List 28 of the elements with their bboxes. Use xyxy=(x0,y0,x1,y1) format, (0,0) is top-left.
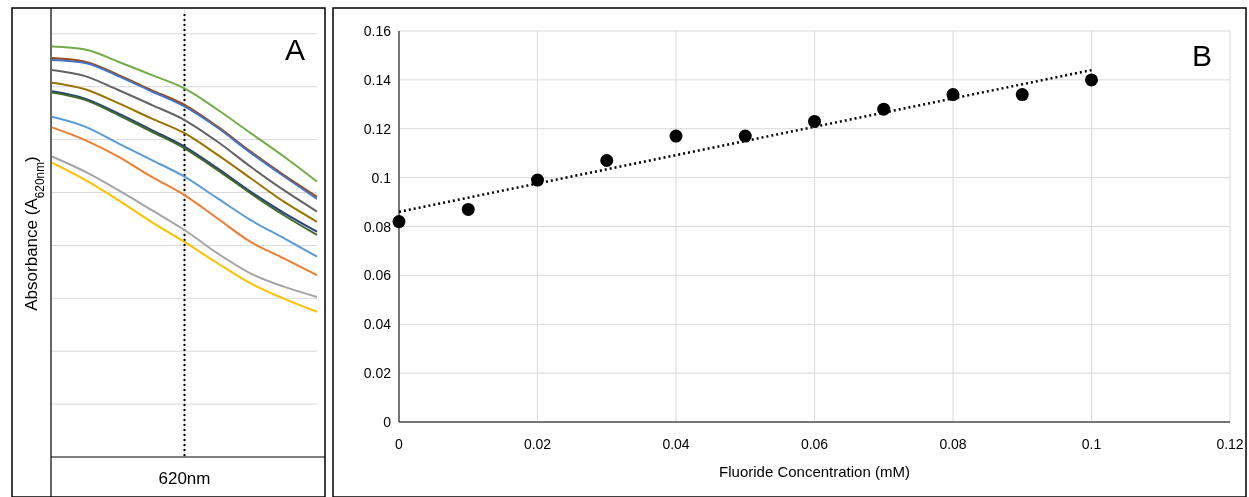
y-tick-label: 0.06 xyxy=(363,267,392,284)
point xyxy=(461,202,475,216)
x-axis-title: Fluoride Concentration (mM) xyxy=(719,463,910,480)
point xyxy=(392,215,406,229)
y-tick-label: 0.12 xyxy=(363,120,392,137)
x-tick-label: 0.04 xyxy=(662,436,690,452)
y-tick-label: 0.08 xyxy=(363,218,392,235)
x-tick-label: 0 xyxy=(395,436,404,452)
x-tick-label: 0.12 xyxy=(1216,436,1244,452)
point xyxy=(1085,73,1098,87)
chart-title: B xyxy=(1191,39,1212,72)
y-tick-label: 0.16 xyxy=(363,23,392,39)
y-tick-label: 0.04 xyxy=(363,316,392,333)
point xyxy=(946,88,960,102)
point xyxy=(600,154,614,168)
y-tick-label: 0 xyxy=(383,414,392,430)
x-tick-label: 0.08 xyxy=(939,436,967,452)
point xyxy=(669,129,683,143)
text: 620nm xyxy=(158,469,211,488)
x-tick-label: 0.06 xyxy=(800,436,829,452)
x-tick-label: 0.02 xyxy=(523,436,552,452)
chart-title: A xyxy=(284,33,305,66)
y-tick-label: 0.02 xyxy=(363,365,392,382)
point xyxy=(808,114,821,128)
y-tick-label: 0.1 xyxy=(371,169,392,186)
y-tick-label: 0.14 xyxy=(363,71,392,88)
point xyxy=(1015,88,1029,102)
x-tick-label: 0.1 xyxy=(1081,436,1102,452)
